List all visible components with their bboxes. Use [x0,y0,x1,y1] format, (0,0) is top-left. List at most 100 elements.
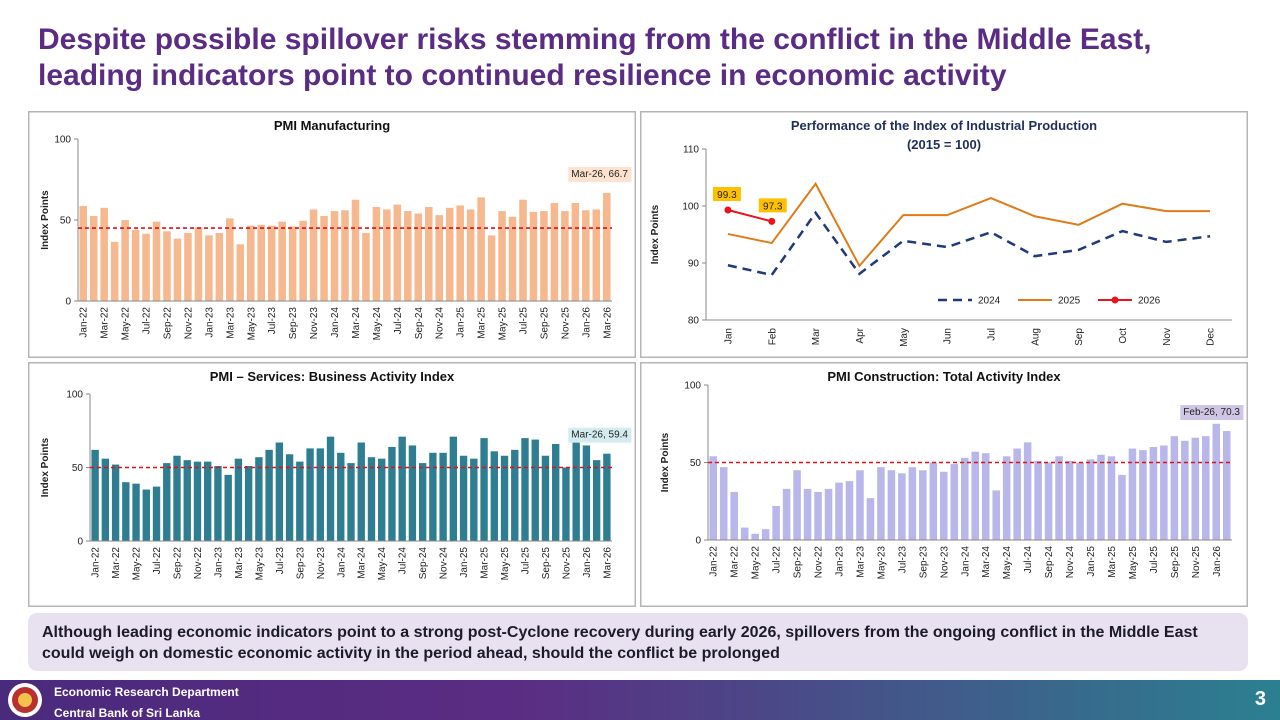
bar [226,218,234,301]
x-tick-label: Jul-24 [398,547,409,575]
bar [772,505,780,540]
chart-subtitle: (2015 = 100) [907,137,981,152]
x-tick-label: Aug [1030,328,1041,346]
bar [372,207,381,301]
x-tick-label: Nov-22 [183,307,194,340]
x-tick-label: Jul-22 [142,307,153,335]
chart-title: Performance of the Index of Industrial P… [791,118,1097,133]
bar [234,458,243,541]
x-tick-label: Jan-25 [459,547,470,578]
x-tick-label: Sep-23 [295,547,306,580]
x-tick-label: Jan-26 [1212,546,1223,577]
bar [424,207,433,301]
x-tick-label: Sep-22 [163,307,174,340]
bar [1118,474,1126,540]
x-tick-label: Jan-23 [835,546,846,577]
bar [561,211,569,301]
bar [571,202,580,301]
x-tick-label: May-22 [132,547,143,581]
bar [1034,460,1042,540]
chart-panel: PMI Construction: Total Activity Index 0 5… [640,362,1248,607]
bar [761,529,770,540]
bar [1181,440,1189,540]
x-tick-label: Jan [723,328,734,344]
bar [719,467,728,540]
bar [173,238,182,301]
bar [163,231,171,301]
bar [152,221,161,301]
y-tick-label: 100 [684,381,701,392]
chart-title: PMI – Services: Business Activity Index [210,369,455,384]
x-tick-label: Jul-25 [1149,546,1160,574]
bar [173,455,181,541]
bar [572,441,580,541]
slide-title: Despite possible spillover risks stemmin… [38,23,1152,92]
y-tick-label: 110 [683,145,699,156]
logo [8,683,42,717]
bar [285,454,294,541]
bar [940,471,948,540]
bar [288,226,297,301]
x-tick-label: Nov-23 [309,307,320,340]
bar [500,455,509,541]
bar [357,442,365,541]
bar [470,458,478,541]
bar [981,453,990,540]
bar [236,244,245,301]
bar [919,470,927,540]
chart-panel: PMI Manufacturing 0 50 100 Index Points Jan-2… [28,111,636,358]
annotation-text: Mar-26, 66.7 [571,169,628,180]
y-tick-label: 0 [77,537,83,548]
bar [582,445,591,541]
bar [257,224,266,301]
x-tick-label: Nov-24 [435,307,446,340]
bar [89,215,98,301]
chart-title: PMI Construction: Total Activity Index [827,369,1061,384]
bar [1023,442,1032,540]
bar [550,202,559,301]
x-tick-label: Oct [1118,328,1129,344]
annotation: Mar-26, 59.4 [568,427,632,443]
x-tick-label: Jul-23 [267,307,278,335]
bar [183,460,191,541]
bar [929,462,938,540]
summary-text: Although leading economic indicators poi… [42,624,1198,662]
bar [351,199,360,301]
x-tick-label: May-23 [876,546,887,580]
x-tick-label: Jan-26 [582,547,593,578]
x-tick-label: Nov-23 [939,546,950,579]
bar [592,209,601,301]
bar [244,466,253,541]
y-axis-label: Index Points [40,190,51,250]
panel-border [28,111,636,358]
bar [898,473,906,540]
bar [299,220,307,301]
x-tick-label: Sep-22 [793,546,804,579]
bar [429,452,437,541]
bar [330,211,339,301]
bar [824,488,833,540]
y-tick-label: 0 [695,536,701,547]
bar [267,225,276,301]
series-line [727,210,1211,277]
x-tick-label: Apr [855,327,866,343]
bar [408,445,417,541]
bar [1128,448,1137,540]
x-tick-label: Jul [986,328,997,341]
bar [110,241,119,301]
y-axis-label: Index Points [650,204,661,264]
x-tick-label: Mar-22 [111,547,122,579]
bar [498,211,506,301]
x-tick-label: Nov-24 [439,547,450,580]
bar [306,448,314,541]
chart-panel: PMI – Services: Business Activity Index 0… [28,362,636,607]
bar [367,457,376,541]
value-label: 97.3 [763,201,783,212]
page-number: 3 [1254,688,1266,710]
bar [552,443,560,541]
panel-border [640,111,1248,358]
point [724,206,732,214]
bar [296,461,304,541]
bar [101,458,110,541]
bar [316,448,324,541]
